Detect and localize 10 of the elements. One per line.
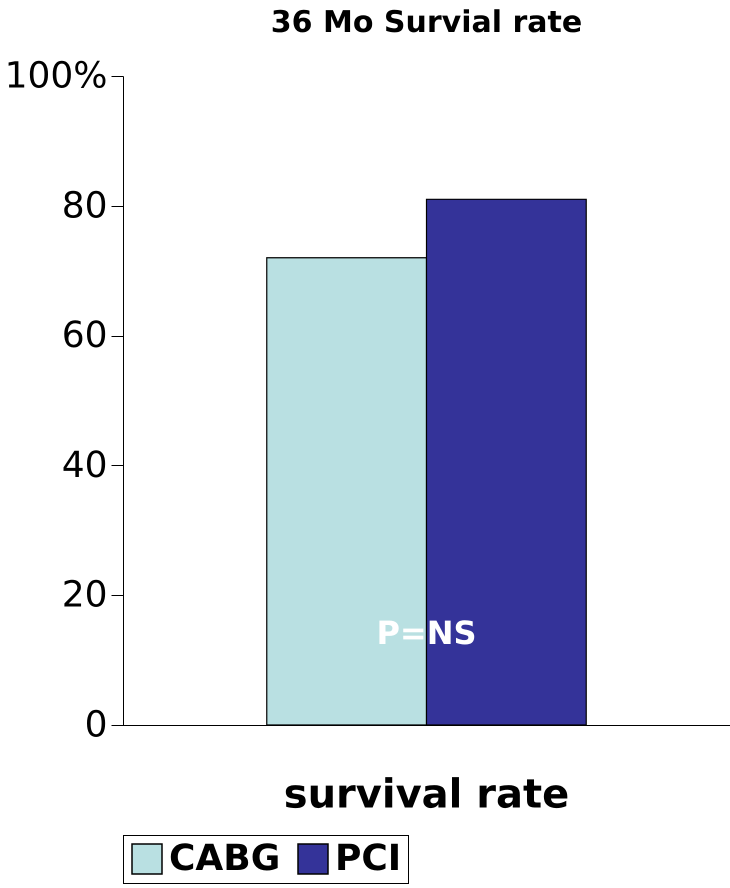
y-tick-label: 60: [62, 315, 108, 356]
y-tick-label: 80: [62, 185, 108, 226]
y-tick-label: 40: [62, 444, 108, 486]
y-tick-label: 100%: [4, 56, 108, 96]
y-tick-label: 20: [62, 574, 108, 616]
legend-label: CABG: [169, 838, 280, 879]
chart-title: 36 Mo Survial rate: [270, 5, 582, 40]
y-tick-label: 0: [84, 704, 108, 746]
legend-label: PCI: [335, 838, 402, 879]
x-tick-label: survival rate: [284, 772, 570, 818]
